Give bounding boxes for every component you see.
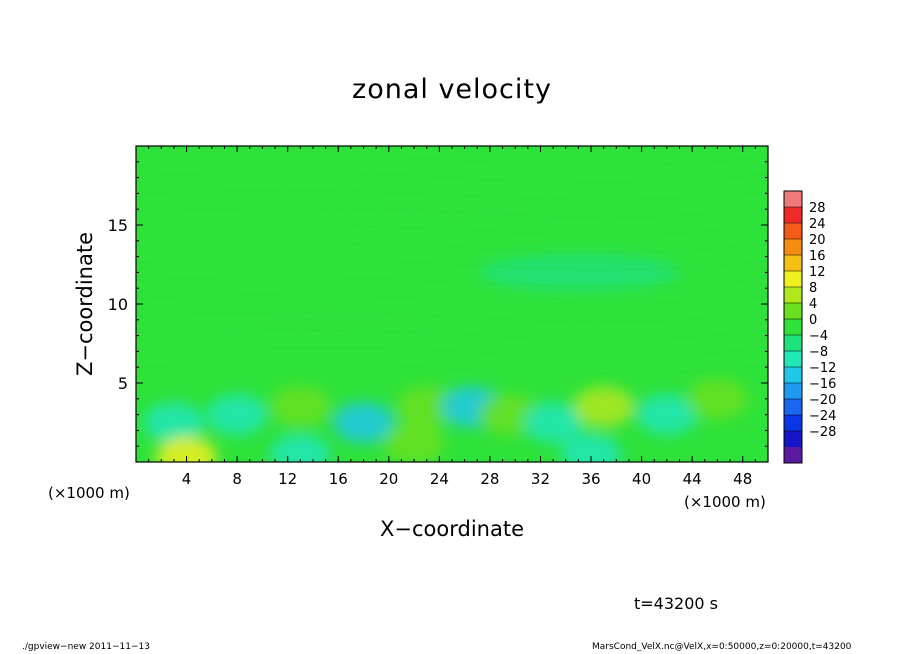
field-streak <box>136 329 768 340</box>
x-unit-label-left: (×1000 m) <box>48 484 130 502</box>
field-streak <box>136 277 768 288</box>
colorbar-tick-label: 16 <box>809 249 826 264</box>
colorbar-swatch <box>784 415 802 431</box>
field-cell <box>333 401 394 444</box>
field-cell <box>206 394 268 436</box>
colorbar-swatch <box>784 303 802 319</box>
colorbar-swatch <box>784 191 802 207</box>
field-streak <box>136 207 768 219</box>
field-cells <box>143 190 748 462</box>
field-cell <box>269 386 331 428</box>
field-cell <box>396 386 458 428</box>
x-tick-label: 44 <box>683 470 702 488</box>
y-tick-label: 5 <box>118 374 128 393</box>
field-streak <box>136 225 768 236</box>
x-tick-label: 40 <box>632 470 651 488</box>
colorbar-tick-label: 4 <box>809 297 817 312</box>
x-tick-label: 4 <box>182 470 192 488</box>
colorbar-swatch <box>784 383 802 399</box>
footer-data-source: MarsCond_VelX.nc@VelX,x=0:50000,z=0:2000… <box>592 642 852 652</box>
chart-title: zonal velocity <box>352 74 552 105</box>
colorbar-swatch <box>784 431 802 447</box>
colorbar-swatch <box>784 335 802 351</box>
field-cell <box>156 436 217 462</box>
colorbar-swatch <box>784 351 802 367</box>
time-label: t=43200 s <box>634 594 718 613</box>
colorbar-tick-label: 20 <box>809 233 826 248</box>
colorbar-tick-label: −4 <box>809 329 828 344</box>
field-layer <box>136 146 768 462</box>
field-streak <box>136 364 768 375</box>
colorbar-tick-label: 8 <box>809 281 817 296</box>
colorbar-tick-label: −28 <box>809 425 836 440</box>
colorbar-swatch <box>784 255 802 271</box>
colorbar-tick-label: −24 <box>809 409 836 424</box>
plot-area <box>135 145 769 463</box>
x-tick-label: 28 <box>480 470 499 488</box>
field-streak <box>136 259 768 271</box>
x-tick-label: 24 <box>430 470 449 488</box>
x-tick-label: 16 <box>329 470 348 488</box>
field-cell <box>477 253 680 292</box>
colorbar-swatch <box>784 287 802 303</box>
colorbar-swatch <box>784 399 802 415</box>
colorbar-tick-label: −8 <box>809 345 828 360</box>
x-tick-label: 20 <box>379 470 398 488</box>
colorbar-swatch <box>784 239 802 255</box>
field-streak <box>136 155 768 166</box>
field-streak <box>136 311 768 323</box>
y-tick-label: 10 <box>108 295 128 314</box>
colorbar-tick-label: 28 <box>809 201 826 216</box>
field-streak <box>136 242 768 253</box>
field-streak <box>136 294 768 305</box>
colorbar-swatch <box>784 223 802 239</box>
field-cell <box>350 190 554 229</box>
x-axis-label: X−coordinate <box>380 517 524 541</box>
y-tick-label: 15 <box>108 216 128 235</box>
colorbar-swatch <box>784 207 802 223</box>
colorbar-tick-label: −20 <box>809 393 836 408</box>
x-tick-label: 36 <box>581 470 600 488</box>
x-tick-label: 8 <box>232 470 242 488</box>
colorbar-tick-label: −16 <box>809 377 836 392</box>
x-unit-label-right: (×1000 m) <box>684 493 766 511</box>
colorbar-tick-label: −12 <box>809 361 836 376</box>
y-axis-label: Z−coordinate <box>73 232 97 376</box>
colorbar-swatch <box>784 271 802 287</box>
y-axis: 5 10 15 Z−coordinate <box>73 161 768 447</box>
colorbar-swatch <box>784 367 802 383</box>
x-tick-label: 48 <box>733 470 752 488</box>
x-axis: 4 8 12 16 20 24 28 32 36 40 44 48(×1000 m) (×1000 m)… <box>48 146 769 541</box>
colorbar-tick-label: 12 <box>809 265 826 280</box>
x-tick-label: 32 <box>531 470 550 488</box>
field-cell <box>522 401 584 444</box>
field-cell <box>383 422 445 462</box>
field-cell <box>269 433 331 462</box>
field-cell <box>636 394 698 436</box>
x-tick-label: 12 <box>278 470 297 488</box>
field-cell <box>687 378 748 420</box>
colorbar-frame <box>783 190 803 464</box>
colorbar-swatch <box>784 447 802 463</box>
field-cell <box>560 433 622 462</box>
field-streak <box>136 190 768 201</box>
field-cell <box>143 401 205 444</box>
colorbar-tick-label: 24 <box>809 217 826 232</box>
field-cell <box>573 386 635 428</box>
field-cell <box>224 300 427 339</box>
field-streak <box>136 346 768 358</box>
field-streak <box>136 172 768 184</box>
footer-program-date: ./gpview−new 2011−11−13 <box>22 642 150 652</box>
colorbar-swatch <box>784 319 802 335</box>
colorbar-tick-label: 0 <box>809 313 817 328</box>
